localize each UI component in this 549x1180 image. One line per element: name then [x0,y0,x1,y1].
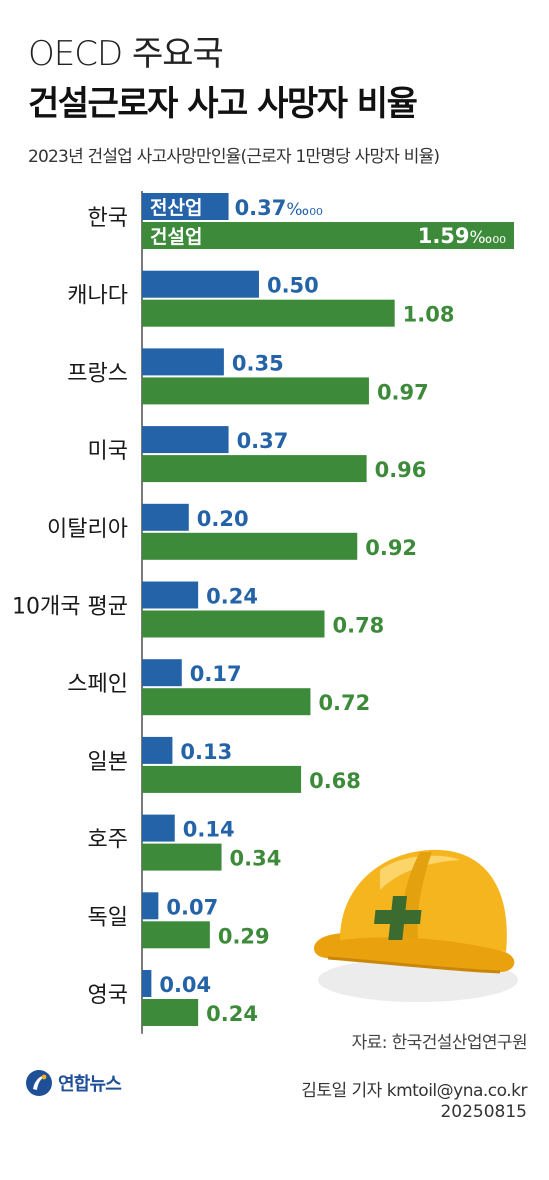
category-label: 프랑스 [67,361,128,386]
value-label: 0.24 [206,585,258,609]
bar-construction [142,688,311,716]
bar-all-industry [142,193,229,220]
value-label: 0.68 [309,769,361,793]
bar-all-industry [142,503,189,531]
value-label: 0.34 [230,847,282,871]
series-name-label: 건설업 [150,226,202,248]
bar-all-industry [142,426,229,454]
bar-construction [142,299,395,327]
bar-all-industry [142,659,182,687]
category-label: 영국 [88,983,128,1008]
category-label: 10개국 평균 [12,595,128,620]
value-label: 0.37‰₀₀ [235,196,323,220]
value-label: 0.50 [267,274,319,298]
bar-construction [142,455,367,483]
page-title: 건설근로자 사고 사망자 비율 [28,84,418,124]
chart-subtitle: 2023년 건설업 사고사망만인율(근로자 1만명당 사망자 비율) [28,147,440,167]
bar-construction [142,532,358,560]
bar-all-industry [142,270,259,298]
value-label: 0.35 [232,351,284,375]
source-note: 자료: 한국건설산업연구원 [351,1033,528,1053]
yonhap-logo-icon [26,1070,52,1096]
value-label: 0.92 [365,536,417,560]
category-label: 한국 [88,206,128,231]
value-label: 0.37 [237,429,289,453]
bar-all-industry [142,736,173,764]
value-label: 0.24 [206,1002,258,1026]
bar-construction [142,843,222,871]
bar-construction [142,610,325,638]
bar-all-industry [142,348,224,376]
value-label: 0.72 [318,691,370,715]
bar-all-industry [142,970,152,997]
value-label: 0.13 [180,740,232,764]
value-label: 0.14 [183,818,235,842]
series-name-label: 전산업 [150,197,202,219]
value-label: 0.96 [375,458,427,482]
bar-construction [142,377,369,405]
category-label: 일본 [88,750,128,775]
reporter-credit: 김토일 기자 kmtoil@yna.co.kr [301,1081,527,1101]
value-label: 0.78 [332,614,384,638]
hard-hat-icon [314,849,518,1002]
bar-construction [142,222,514,249]
value-label: 1.59‰₀₀ [418,224,506,248]
value-label: 0.97 [377,380,429,404]
logo-text: 연합뉴스 [58,1074,122,1095]
bar-all-industry [142,581,199,609]
value-label: 0.04 [159,973,211,997]
value-label: 0.29 [218,924,270,948]
category-label: 이탈리아 [47,517,128,542]
category-label: 독일 [88,905,128,930]
bar-construction [142,999,199,1026]
category-label: 캐나다 [67,284,128,309]
value-label: 0.07 [166,895,218,919]
bar-construction [142,921,210,949]
category-label: 호주 [88,828,128,853]
value-label: 0.17 [190,662,242,686]
yonhap-logo: 연합뉴스 [24,1068,122,1098]
bar-construction [142,765,302,793]
publish-date: 20250815 [440,1102,527,1122]
pre-title: OECD 주요국 [28,34,224,74]
category-label: 미국 [88,439,128,464]
value-label: 1.08 [403,303,455,327]
bar-all-industry [142,814,175,842]
category-label: 스페인 [67,672,128,697]
value-label: 0.20 [197,507,249,531]
bar-all-industry [142,892,159,920]
